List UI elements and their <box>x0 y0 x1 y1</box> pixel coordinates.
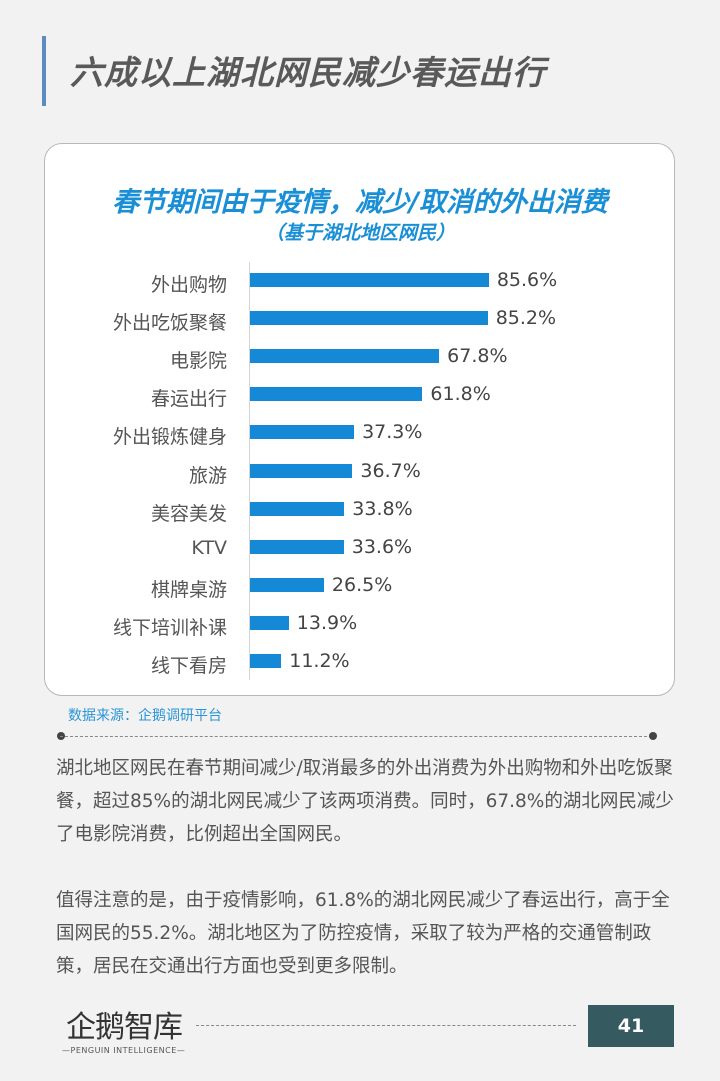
divider-dot-right <box>649 732 657 740</box>
bar <box>250 539 344 554</box>
bar <box>250 387 423 402</box>
bar-value: 33.8% <box>352 497 413 520</box>
penguin-intelligence-logo: 企鹅智库 —PENGUIN INTELLIGENCE— <box>62 1002 186 1060</box>
bar-value: 85.6% <box>496 269 558 291</box>
bar-value: 36.7% <box>360 459 421 482</box>
data-source: 数据来源：企鹅调研平台 <box>68 708 222 724</box>
logo-subtitle: —PENGUIN INTELLIGENCE— <box>62 1046 186 1055</box>
bar <box>250 577 324 592</box>
bar-value: 37.3% <box>362 421 423 444</box>
bar-value: 33.6% <box>351 535 413 558</box>
bar-label: 外出吃饭聚餐 <box>112 312 227 335</box>
bar-row: 电影院 67.8% <box>0 343 720 373</box>
bar-value: 13.9% <box>296 611 358 634</box>
divider-line <box>60 736 652 737</box>
bar-label: 线下培训补课 <box>112 616 227 639</box>
bar-label: 外出购物 <box>150 274 227 296</box>
bar-label: 美容美发 <box>150 502 227 525</box>
y-axis-line <box>249 262 250 680</box>
paragraph-1: 湖北地区网民在春节期间减少/取消最多的外出消费为外出购物和外出吃饭聚餐，超过85… <box>56 758 674 845</box>
bar-row: 外出购物 85.6% <box>0 267 720 297</box>
chart-subtitle: （基于湖北地区网民） <box>264 222 455 244</box>
bar-label: 旅游 <box>188 464 227 487</box>
bar-row: 棋牌桌游 26.5% <box>0 572 720 602</box>
bar <box>250 501 345 516</box>
bar <box>250 615 289 630</box>
bar <box>250 654 282 668</box>
paragraph-2: 值得注意的是，由于疫情影响，61.8%的湖北网民减少了春运出行，高于全国网民的5… <box>56 890 670 977</box>
bar-row: KTV 33.6% <box>0 534 720 564</box>
chart-card <box>44 143 675 696</box>
bar-label: 线下看房 <box>150 655 227 677</box>
bar-row: 旅游 36.7% <box>0 458 720 488</box>
logo-text: 企鹅智库 <box>66 1010 183 1045</box>
bar-value: 61.8% <box>430 383 491 406</box>
page-title: 六成以上湖北网民减少春运出行 <box>70 53 546 92</box>
title-accent-bar <box>42 36 46 106</box>
chart-title: 春节期间由于疫情，减少/取消的外出消费 <box>112 187 608 218</box>
bar-value: 67.8% <box>447 345 508 368</box>
bar-label: 棋牌桌游 <box>150 578 227 601</box>
bar-label: 电影院 <box>169 350 227 373</box>
bar-label: 外出锻炼健身 <box>112 426 227 449</box>
bar-value: 85.2% <box>495 307 557 330</box>
bar <box>250 349 440 364</box>
bar <box>250 311 488 326</box>
bar-value: 26.5% <box>331 573 393 596</box>
bar <box>250 425 355 440</box>
bar <box>250 273 489 287</box>
footer-divider <box>196 1025 576 1026</box>
bar-row: 美容美发 33.8% <box>0 496 720 526</box>
page-number: 41 <box>588 1005 674 1047</box>
bar-label: KTV <box>191 536 227 559</box>
bar <box>250 463 353 478</box>
bar-row: 外出吃饭聚餐 85.2% <box>0 305 720 335</box>
bar-value: 11.2% <box>289 650 350 672</box>
bar-row: 外出锻炼健身 37.3% <box>0 419 720 449</box>
bar-label: 春运出行 <box>150 388 227 411</box>
bar-row: 春运出行 61.8% <box>0 381 720 411</box>
bar-row: 线下培训补课 13.9% <box>0 610 720 640</box>
bar-row: 线下看房 11.2% <box>0 648 720 678</box>
